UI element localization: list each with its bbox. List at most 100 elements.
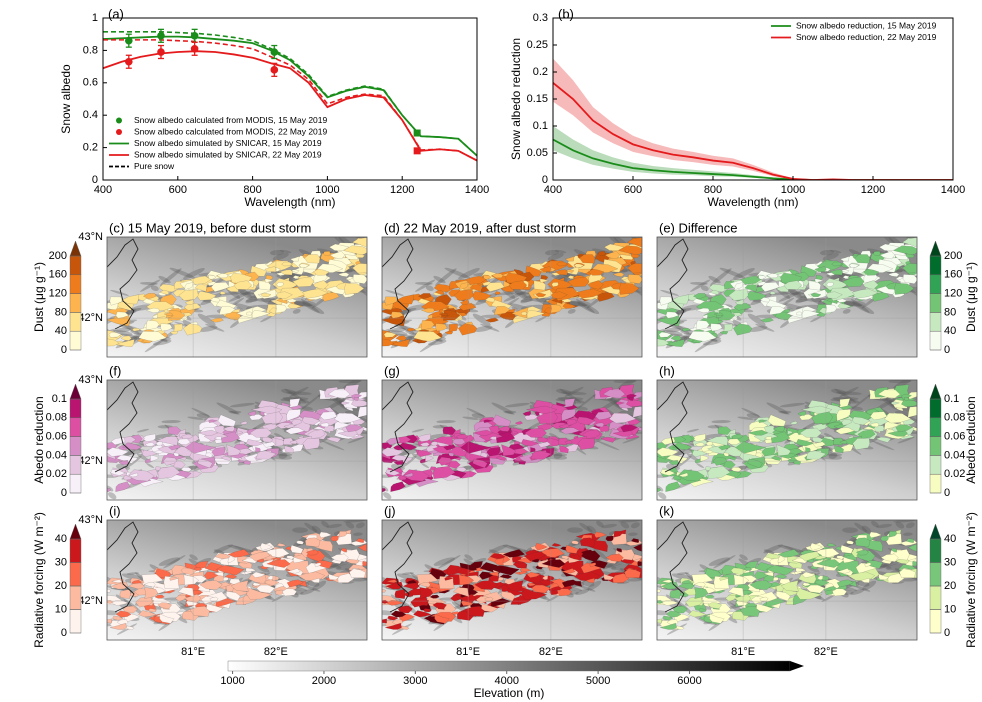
- colorbar-segment: [70, 474, 81, 493]
- x-tick-label: 1000: [315, 184, 339, 196]
- x-axis-label: Wavelength (nm): [245, 195, 336, 209]
- snow-patch: [655, 619, 662, 623]
- snow-patch: [449, 324, 458, 331]
- colorbar-segment: [930, 586, 941, 610]
- colorbar-extend: [70, 384, 81, 399]
- colorbar-label: Abedo reduction: [32, 396, 46, 483]
- data-point: [414, 147, 421, 154]
- snow-patch: [881, 536, 889, 541]
- lon-label: 82°E: [814, 646, 838, 658]
- colorbar-tick-label: 120: [49, 288, 67, 300]
- colorbar-tick-label: 0.04: [46, 449, 67, 461]
- colorbar-segment: [70, 275, 81, 294]
- colorbar-segment: [930, 437, 941, 456]
- colorbar-label: Radiative forcing (W m⁻²): [32, 512, 46, 648]
- map-area: [647, 514, 929, 640]
- y-axis-label: Snow albedo: [59, 64, 73, 134]
- colorbar-tick-label: 40: [55, 533, 67, 545]
- x-tick-label: 800: [243, 184, 261, 196]
- colorbar-tick-label: 0.08: [944, 412, 965, 424]
- colorbar-segment: [70, 539, 81, 563]
- legend-label: Snow albedo simulated by SNICAR, 15 May …: [134, 138, 322, 148]
- map-area: [97, 514, 379, 640]
- data-point: [125, 37, 133, 45]
- x-tick-label: 1400: [465, 184, 489, 196]
- colorbar-tick-label: 0.1: [52, 393, 67, 405]
- colorbar-tick-label: 4000: [494, 675, 518, 687]
- snow-patch: [331, 536, 339, 541]
- colorbar-tick-label: 0.02: [46, 468, 67, 480]
- y-tick-label: 0: [542, 174, 548, 186]
- y-axis-label: Snow albedo reduction: [509, 38, 523, 160]
- colorbar-tick-label: 0.1: [944, 393, 959, 405]
- snow-patch: [901, 400, 921, 407]
- data-point: [414, 130, 421, 137]
- x-tick-label: 1400: [941, 184, 965, 196]
- colorbar-extend: [930, 524, 941, 539]
- colorbar-segment: [930, 312, 941, 331]
- colorbar-tick-label: 0.04: [944, 449, 965, 461]
- x-tick-label: 1200: [390, 184, 414, 196]
- colorbar-segment: [930, 455, 941, 474]
- x-tick-label: 1200: [861, 184, 885, 196]
- map-area: [99, 234, 378, 357]
- snow-patch: [105, 619, 112, 623]
- lon-label: 81°E: [456, 646, 480, 658]
- colorbar-segment: [70, 294, 81, 313]
- panel-label: (a): [108, 6, 124, 21]
- colorbar-label: Elevation (m): [474, 686, 545, 700]
- panel-title: (f): [109, 363, 121, 378]
- y-tick-label: 0.8: [83, 44, 98, 56]
- snow-patch: [626, 400, 646, 407]
- colorbar-tick-label: 0.06: [944, 431, 965, 443]
- colorbar-label: Radiative forcing (W m⁻²): [964, 512, 978, 648]
- colorbar-segment: [930, 474, 941, 493]
- colorbar-segment: [930, 256, 941, 275]
- snow-patch: [351, 400, 371, 407]
- data-point: [157, 48, 165, 56]
- colorbar-extend: [790, 661, 804, 671]
- colorbar-tick-label: 120: [944, 288, 962, 300]
- y-tick-label: 0.3: [533, 12, 548, 24]
- colorbar-label: Abedo reduction: [964, 396, 978, 483]
- colorbar-tick-label: 40: [944, 533, 956, 545]
- colorbar-tick-label: 0.02: [944, 468, 965, 480]
- colorbar-tick-label: 0: [61, 487, 67, 499]
- map-area: [97, 372, 378, 501]
- colorbar-tick-label: 0.06: [46, 431, 67, 443]
- data-point: [191, 45, 199, 53]
- legend-label: Snow albedo calculated from MODIS, 22 Ma…: [134, 126, 328, 136]
- y-tick-label: 0.15: [527, 93, 548, 105]
- colorbar-tick-label: 10: [55, 603, 67, 615]
- lat-label: 43°N: [78, 374, 103, 386]
- snow-patch: [606, 536, 614, 541]
- colorbar-segment: [930, 294, 941, 313]
- colorbar-tick-label: 0: [944, 627, 950, 639]
- x-tick-label: 600: [169, 184, 187, 196]
- colorbar-tick-label: 0.08: [46, 412, 67, 424]
- x-axis-label: Wavelength (nm): [708, 195, 799, 209]
- colorbar-segment: [70, 256, 81, 275]
- colorbar-segment: [70, 331, 81, 350]
- colorbar-tick-label: 0: [944, 344, 950, 356]
- panel-title: (c) 15 May 2019, before dust storm: [109, 220, 311, 235]
- x-tick-label: 1000: [781, 184, 805, 196]
- colorbar-tick-label: 30: [55, 556, 67, 568]
- lat-label: 43°N: [78, 514, 103, 526]
- y-tick-label: 1: [92, 12, 98, 24]
- colorbar-tick-label: 160: [944, 269, 962, 281]
- colorbar-tick-label: 2000: [312, 675, 336, 687]
- elevation-colorbar: [228, 661, 790, 671]
- map-area: [649, 234, 928, 357]
- colorbar-tick-label: 6000: [677, 675, 701, 687]
- panel-title: (j): [384, 503, 396, 518]
- colorbar-segment: [70, 610, 81, 634]
- snow-patch: [174, 324, 183, 331]
- legend-label: Snow albedo calculated from MODIS, 15 Ma…: [134, 115, 328, 125]
- data-point: [191, 32, 199, 40]
- colorbar-segment: [70, 437, 81, 456]
- colorbar-label: Dust (μg g⁻¹): [964, 262, 978, 332]
- legend-label: Snow albedo reduction, 15 May 2019: [796, 20, 937, 30]
- x-tick-label: 600: [624, 184, 642, 196]
